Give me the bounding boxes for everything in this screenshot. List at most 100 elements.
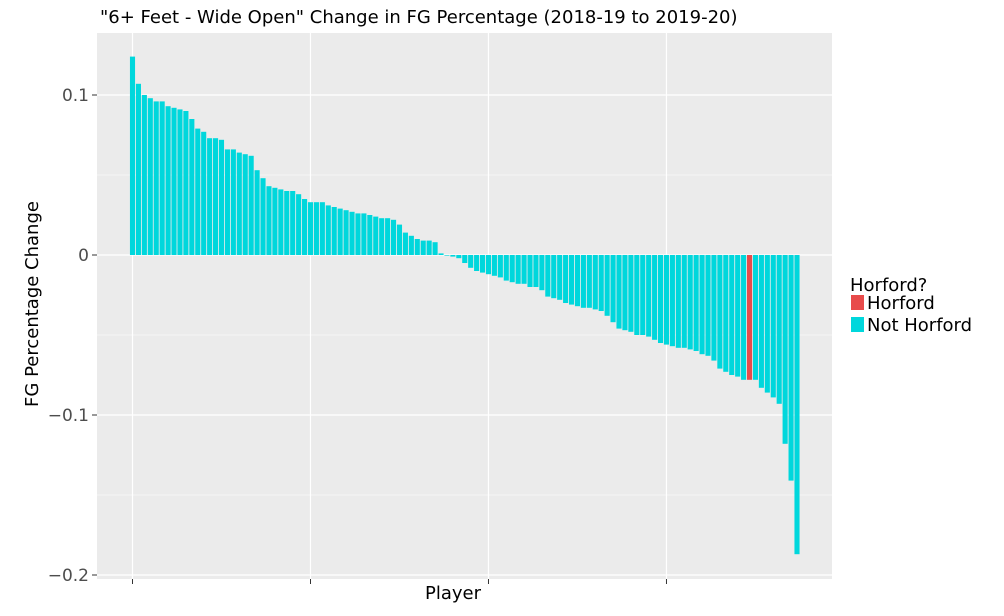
bar: [444, 255, 450, 256]
legend-label-not-horford: Not Horford: [867, 315, 972, 336]
bar: [438, 253, 444, 255]
bar: [586, 255, 592, 308]
bar: [450, 255, 456, 257]
bar: [764, 255, 770, 393]
bar: [224, 149, 230, 255]
bar: [758, 255, 764, 388]
bar: [705, 255, 711, 356]
bar: [741, 255, 747, 380]
bar: [325, 205, 331, 255]
bar: [634, 255, 640, 335]
bar: [147, 98, 153, 255]
bar-horford: [746, 255, 753, 380]
bar: [183, 111, 189, 255]
bar: [242, 154, 248, 255]
bar: [189, 119, 195, 255]
y-tick-label: 0: [78, 246, 89, 266]
bar: [349, 211, 355, 255]
bar: [302, 199, 308, 255]
bar: [557, 255, 563, 300]
legend-swatch-horford: [851, 295, 864, 310]
bar: [681, 255, 687, 348]
bar: [408, 235, 414, 255]
bar: [272, 187, 278, 255]
bar: [361, 213, 367, 255]
x-axis-ticks: [132, 579, 667, 584]
bar: [604, 255, 610, 316]
bar: [284, 191, 290, 255]
y-axis-title: FG Percentage Change: [22, 201, 43, 407]
bar: [141, 95, 147, 255]
bar: [343, 210, 349, 255]
bar: [331, 207, 337, 255]
bar: [254, 170, 260, 255]
bar: [153, 101, 159, 256]
bar: [622, 255, 628, 331]
bar: [468, 255, 474, 268]
y-tick-label: −0.1: [48, 406, 89, 426]
bar: [213, 138, 219, 255]
bar: [497, 255, 503, 278]
bar: [373, 216, 379, 255]
chart-title: "6+ Feet - Wide Open" Change in FG Perce…: [100, 7, 738, 28]
bar: [313, 202, 319, 255]
bar: [426, 240, 432, 255]
bar: [657, 255, 664, 343]
bar: [545, 255, 551, 297]
bar: [479, 255, 486, 273]
bar: [414, 239, 420, 255]
bar: [218, 139, 225, 255]
bar: [171, 107, 177, 255]
bar: [693, 255, 699, 351]
y-axis-ticks: 0.1 0 −0.1 −0.2: [48, 86, 97, 586]
bar: [551, 255, 557, 299]
legend: Horford? Horford Not Horford: [850, 275, 972, 336]
bar: [432, 242, 438, 255]
bar: [735, 255, 741, 377]
bar: [201, 131, 207, 255]
legend-title: Horford?: [850, 275, 927, 296]
bar: [278, 189, 284, 255]
bar: [652, 255, 658, 340]
bar: [568, 255, 575, 305]
bar: [616, 255, 622, 329]
bar: [159, 101, 165, 256]
y-tick-label: −0.2: [48, 566, 89, 586]
bar: [462, 255, 468, 263]
bar: [266, 186, 272, 255]
bar: [129, 56, 136, 255]
bar: [491, 255, 497, 276]
bar: [628, 255, 634, 332]
bar: [391, 219, 397, 255]
bar: [290, 191, 296, 255]
bar: [669, 255, 675, 347]
bar: [574, 255, 581, 307]
bar: [337, 208, 343, 255]
bar: [687, 255, 693, 350]
bar: [296, 194, 302, 255]
bar: [396, 224, 403, 255]
bar: [207, 138, 213, 255]
bar: [165, 106, 171, 255]
bar: [420, 240, 426, 255]
bar: [236, 152, 242, 255]
bar: [474, 255, 480, 271]
bar: [230, 149, 236, 255]
x-axis-title: Player: [425, 583, 482, 604]
bar: [260, 178, 266, 255]
bar: [355, 213, 361, 255]
bar: [663, 255, 670, 345]
bar: [521, 255, 527, 284]
bar: [177, 109, 183, 256]
bar: [319, 202, 325, 255]
bar: [711, 255, 717, 361]
bar: [503, 255, 509, 281]
y-tick-label: 0.1: [62, 86, 89, 106]
bar: [385, 218, 391, 255]
bar: [563, 255, 569, 303]
bar: [533, 255, 539, 287]
legend-swatch-not-horford: [851, 317, 864, 332]
bar: [717, 255, 723, 369]
bar: [248, 155, 254, 255]
